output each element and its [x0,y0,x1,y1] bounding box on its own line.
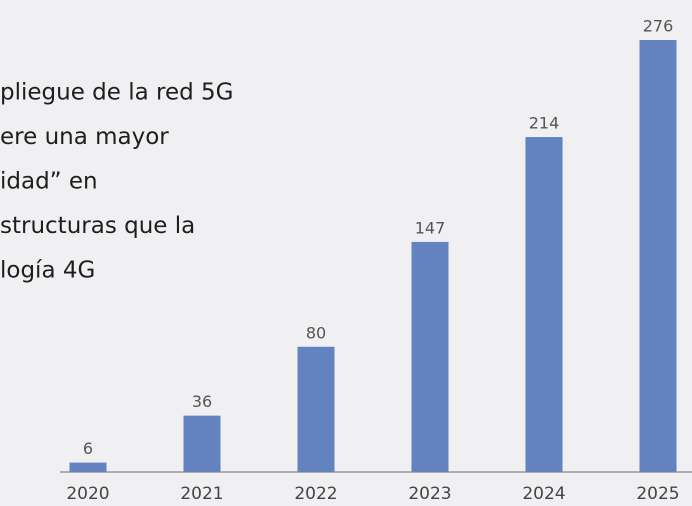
x-tick-label: 2020 [66,484,109,504]
bar [411,241,449,472]
x-tick-label: 2023 [408,484,451,504]
bar [69,462,107,472]
annotation-line: pliegue de la red 5G [0,80,234,106]
annotation-line: ere una mayor [0,124,169,150]
value-label: 147 [415,218,446,237]
value-label: 36 [192,392,212,411]
value-label: 214 [529,114,560,133]
x-tick-label: 2021 [180,484,223,504]
value-label: 80 [306,323,326,342]
value-label: 276 [643,17,674,36]
annotation-line: structuras que la [0,213,195,239]
value-label: 6 [83,439,93,458]
annotation-line: logía 4G [0,258,95,284]
bar [297,346,335,472]
bar [525,137,563,473]
x-tick-label: 2022 [294,484,337,504]
x-tick-label: 2025 [636,484,679,504]
annotation-line: idad” en [0,169,98,195]
x-tick-label: 2024 [522,484,565,504]
bar [183,415,221,472]
bar [639,40,677,472]
